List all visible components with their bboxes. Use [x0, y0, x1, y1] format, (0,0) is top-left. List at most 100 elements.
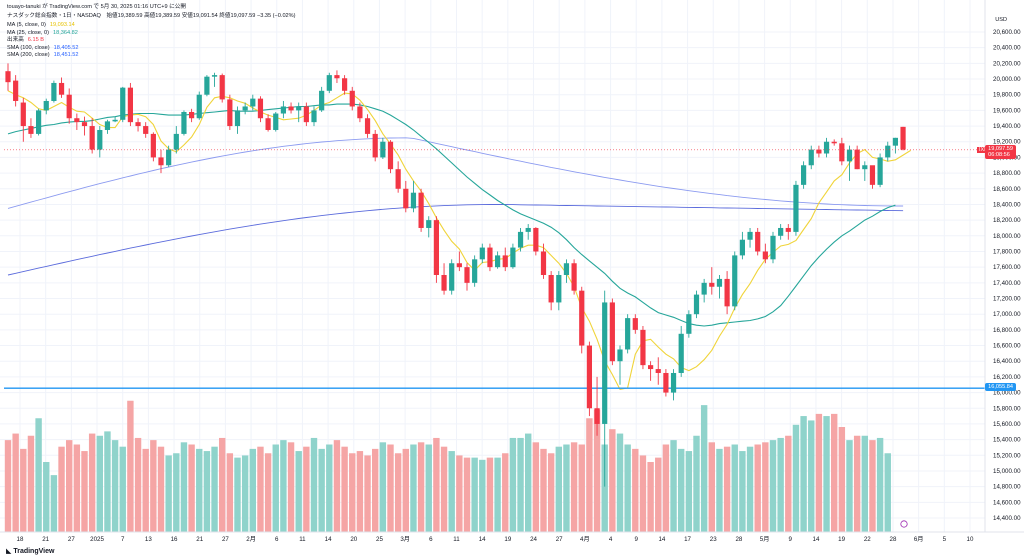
indicator-row[interactable]: MA (5, close, 0) 19,093.14: [7, 21, 75, 29]
volume-bar: [318, 448, 325, 532]
volume-bar: [188, 444, 195, 532]
time-tick-label: 19: [838, 536, 845, 543]
current-price: 19,097.59: [988, 145, 1013, 152]
price-axis[interactable]: 14,400.00 14,600.00 14,800.00 15,000.00 15,2…: [993, 29, 1021, 522]
price-candles: [4, 63, 985, 487]
volume-bar: [440, 446, 448, 532]
candle-body: [51, 82, 57, 101]
time-tick-label: 2月: [246, 536, 256, 543]
candle-body: [548, 275, 554, 303]
indicator-value: 6.15 B: [27, 37, 44, 44]
candle-body: [273, 113, 279, 130]
indicator-row[interactable]: MA (25, close, 0) 18,364.82: [7, 29, 78, 37]
volume-bar: [295, 451, 302, 532]
event-marker-icon[interactable]: [900, 520, 908, 528]
ma5-line: [7, 90, 911, 391]
time-tick-label: 27: [222, 536, 229, 543]
volume-bar: [425, 444, 432, 532]
ohlc-values: 始値19,389.59 高値19,389.59 安値19,091.54 終値19…: [106, 13, 296, 19]
candle-body: [686, 314, 692, 334]
volume-bar: [861, 435, 868, 532]
volume-bar: [532, 442, 540, 532]
candle-body: [349, 90, 355, 107]
price-tick-label: 18,800.00: [993, 170, 1021, 177]
volume-bar: [203, 451, 211, 532]
volume-bar: [264, 453, 272, 532]
candle-body: [74, 118, 80, 123]
volume-bar: [570, 442, 578, 532]
volume-bar: [823, 416, 830, 532]
volume-bars: [4, 400, 891, 532]
volume-bar: [869, 440, 876, 532]
candle-body: [127, 87, 133, 123]
ma25-line: [7, 103, 896, 327]
volume-bar: [670, 440, 677, 532]
volume-bar: [815, 413, 823, 532]
time-tick-label: 21: [42, 536, 49, 543]
price-tick-label: 16,400.00: [993, 358, 1021, 365]
candle-body: [403, 188, 409, 209]
price-tick-label: 14,600.00: [993, 499, 1021, 506]
volume-bar: [479, 459, 486, 532]
time-tick-label: 10: [967, 536, 974, 543]
volume-bar: [326, 444, 333, 532]
candle-body: [801, 165, 807, 185]
candle-body: [655, 369, 661, 373]
indicator-value: 18,451.52: [53, 52, 79, 59]
logo-icon: ◣: [6, 548, 14, 555]
volume-bar: [372, 448, 379, 532]
volume-bar: [196, 448, 203, 532]
time-tick-label: 13: [145, 536, 152, 543]
indicator-row[interactable]: SMA (200, close) 18,451.52: [7, 51, 78, 59]
indicator-row[interactable]: 出来高 6.15 B: [7, 36, 44, 44]
volume-bar: [746, 446, 754, 532]
candle-body: [846, 149, 853, 162]
tradingview-logo[interactable]: ◣ TradingView: [6, 547, 54, 555]
indicator-row[interactable]: SMA (100, close) 18,405.52: [7, 44, 78, 52]
volume-bar: [586, 418, 593, 532]
price-tick-label: 14,800.00: [993, 484, 1021, 491]
price-tick-label: 20,200.00: [993, 60, 1021, 67]
time-tick-label: 14: [658, 536, 665, 543]
time-tick-label: 14: [325, 536, 332, 543]
time-tick-label: 20: [350, 536, 357, 543]
candle-body: [342, 78, 348, 91]
candle-body: [280, 106, 286, 114]
candle-body: [732, 255, 738, 307]
volume-bar: [111, 440, 119, 532]
candle-body: [418, 192, 424, 228]
candle-body: [112, 119, 118, 122]
candle-body: [808, 149, 814, 166]
volume-bar: [4, 440, 12, 532]
candle-body: [487, 247, 493, 268]
volume-bar: [349, 453, 356, 532]
volume-bar: [853, 435, 861, 532]
volume-bar: [50, 475, 58, 532]
volume-bar: [769, 440, 777, 532]
candle-body: [762, 251, 768, 260]
brand-name: TradingView: [13, 548, 55, 555]
time-tick-label: 23: [710, 536, 717, 543]
candle-body: [288, 106, 294, 111]
candle-body: [640, 329, 646, 366]
symbol-title[interactable]: ナスダック総合指数・1日・NASDAQ: [7, 13, 101, 19]
indicator-label: 出来高: [7, 37, 24, 44]
volume-bar: [173, 453, 180, 532]
time-tick-label: 5: [943, 536, 947, 543]
volume-bar: [73, 444, 81, 532]
time-tick-label: 6: [429, 536, 433, 543]
candle-body: [173, 133, 179, 150]
candle-body: [242, 106, 248, 111]
candle-body: [426, 220, 432, 228]
candle-body: [319, 90, 325, 111]
candle-body: [227, 99, 233, 127]
volume-bar: [249, 448, 256, 532]
candle-body: [625, 318, 631, 350]
price-tick-label: 16,600.00: [993, 343, 1021, 350]
time-tick-label: 2025: [90, 536, 104, 543]
candle-body: [311, 110, 317, 123]
price-tick-label: 18,200.00: [993, 217, 1021, 224]
volume-bar: [517, 437, 524, 532]
time-axis[interactable]: 18 21 27 2025 7 13 16 21 27 2月 6 11 14 20 25 3月 6 11 14 19 2…: [17, 536, 974, 543]
